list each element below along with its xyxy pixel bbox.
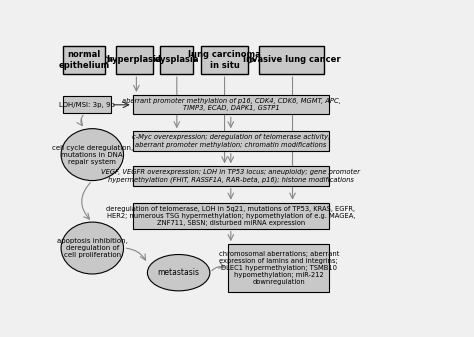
FancyBboxPatch shape	[228, 244, 329, 292]
FancyBboxPatch shape	[133, 131, 329, 151]
FancyBboxPatch shape	[259, 45, 324, 74]
Text: hyperplasia: hyperplasia	[107, 55, 163, 64]
Text: aberrant promoter methylation of p16, CDK4, CDK6, MGMT, APC,
TIMP3, ECAD, DAPK1,: aberrant promoter methylation of p16, CD…	[121, 98, 340, 111]
Text: normal
epithelium: normal epithelium	[58, 50, 109, 70]
Text: apoptosis inhibition,
deregulation of
cell proliferation: apoptosis inhibition, deregulation of ce…	[57, 238, 128, 258]
Text: c-Myc overexpression; deregulation of telomerase activity;
aberrant promoter met: c-Myc overexpression; deregulation of te…	[132, 134, 330, 148]
Text: deregulation of telomerase, LOH in 5q21, mutations of TP53, KRAS, EGFR,
HER2; nu: deregulation of telomerase, LOH in 5q21,…	[107, 206, 356, 225]
Ellipse shape	[61, 222, 124, 274]
FancyBboxPatch shape	[116, 45, 153, 74]
Text: invasive lung cancer: invasive lung cancer	[243, 55, 340, 64]
Text: LOH/MSI: 3p, 9p: LOH/MSI: 3p, 9p	[59, 102, 115, 108]
Text: lung carcinoma
in situ: lung carcinoma in situ	[188, 50, 261, 70]
Text: dysplasia: dysplasia	[155, 55, 199, 64]
FancyBboxPatch shape	[201, 45, 248, 74]
FancyBboxPatch shape	[133, 95, 329, 114]
Ellipse shape	[147, 254, 210, 291]
Ellipse shape	[61, 129, 124, 181]
Text: cell cycle deregulation,
mutations in DNA
repair system: cell cycle deregulation, mutations in DN…	[52, 145, 133, 164]
FancyBboxPatch shape	[133, 203, 329, 228]
Text: VEGF, VEGFR overexpression; LOH in TP53 locus; aneuploidy; gene promoter
hyperme: VEGF, VEGFR overexpression; LOH in TP53 …	[101, 169, 361, 183]
FancyBboxPatch shape	[160, 45, 193, 74]
FancyBboxPatch shape	[63, 96, 110, 113]
Text: chromosomal aberrations; aberrant
expression of lamins and integrins;
DLEC1 hype: chromosomal aberrations; aberrant expres…	[219, 251, 339, 285]
FancyBboxPatch shape	[133, 166, 329, 186]
FancyBboxPatch shape	[63, 45, 105, 74]
Text: metastasis: metastasis	[158, 268, 200, 277]
